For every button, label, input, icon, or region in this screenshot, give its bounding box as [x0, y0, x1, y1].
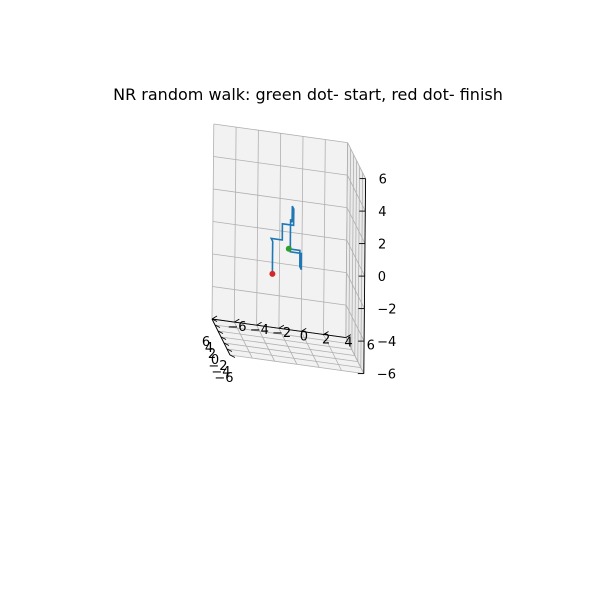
y-tick-label: 4 [344, 336, 352, 351]
grid-line-z [346, 174, 366, 212]
z-tick-label: −2 [377, 303, 396, 318]
grid-line-y [233, 321, 253, 359]
grid-line-z [346, 239, 366, 277]
grid-line-z [212, 253, 347, 273]
grid-line-z [213, 123, 348, 143]
x-tick-label: 6 [202, 335, 210, 350]
grid-line-z [347, 142, 366, 179]
y-tick [345, 334, 352, 338]
x-tick-label: 4 [205, 341, 213, 356]
x-tick [223, 342, 230, 346]
grid-line-z [212, 286, 347, 306]
y-tick [256, 321, 262, 326]
x-tick-label: 2 [208, 347, 216, 362]
x-tick [211, 318, 218, 322]
y-tick [278, 324, 285, 329]
y-tick-label: 6 [367, 339, 375, 354]
y-tick-label: 0 [300, 329, 308, 344]
grid-line-y [300, 331, 320, 368]
y-tick-label: −2 [272, 326, 291, 341]
grid-line-z [346, 207, 366, 244]
x-tick [229, 354, 236, 358]
x-tick [220, 336, 227, 340]
plot-area [269, 205, 303, 277]
z-tick-label: 4 [378, 205, 386, 220]
z-tick-label: 6 [379, 173, 387, 188]
x-tick-label: −6 [214, 371, 233, 386]
x-tick-label: −2 [208, 359, 227, 374]
x-tick [214, 324, 221, 328]
grid-lines [211, 123, 366, 374]
grid-line-y [256, 325, 275, 362]
x-tick [226, 348, 233, 352]
start-marker [285, 245, 292, 252]
grid-line-z [346, 272, 365, 309]
grid-line-z [212, 221, 347, 241]
grid-line-y [323, 334, 342, 371]
y-tick [323, 331, 329, 335]
x-tick [217, 330, 224, 334]
y-tick [300, 328, 307, 332]
finish-marker [269, 270, 276, 277]
x-tick-label: −4 [211, 365, 230, 380]
z-tick-label: −4 [377, 335, 396, 350]
z-tick-label: 0 [378, 270, 386, 285]
grid-line-y [278, 328, 298, 365]
x-tick-label: 0 [211, 353, 219, 368]
z-tick-label: −6 [377, 368, 396, 383]
random-walk-line [269, 205, 303, 274]
grid-line-z [213, 188, 348, 208]
grid-line-z [345, 304, 365, 342]
y-tick-label: −4 [250, 323, 269, 338]
chart-title: NR random walk: green dot- start, red do… [113, 85, 503, 104]
y-tick-label: 2 [322, 332, 330, 347]
z-tick-label: 2 [378, 238, 386, 253]
tick-marks [211, 178, 366, 375]
y-tick [211, 315, 218, 320]
grid-line-z [345, 337, 365, 374]
y-tick-label: −6 [227, 320, 246, 335]
y-tick [234, 318, 240, 323]
grid-line-z [213, 156, 348, 176]
